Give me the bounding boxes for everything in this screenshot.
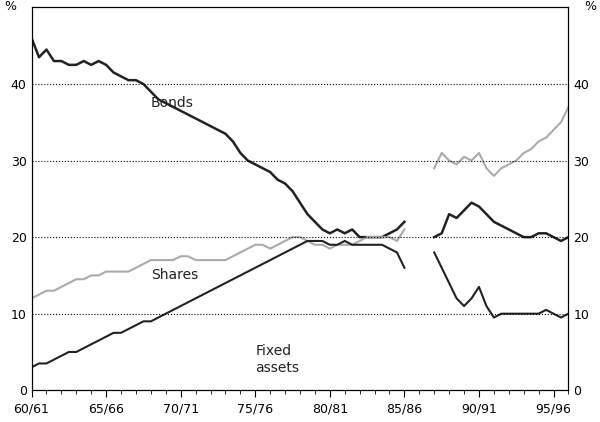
Text: Fixed
assets: Fixed assets xyxy=(255,344,299,374)
Text: Bonds: Bonds xyxy=(151,96,194,110)
Y-axis label: %: % xyxy=(4,0,16,13)
Text: Shares: Shares xyxy=(151,268,198,282)
Y-axis label: %: % xyxy=(584,0,596,13)
